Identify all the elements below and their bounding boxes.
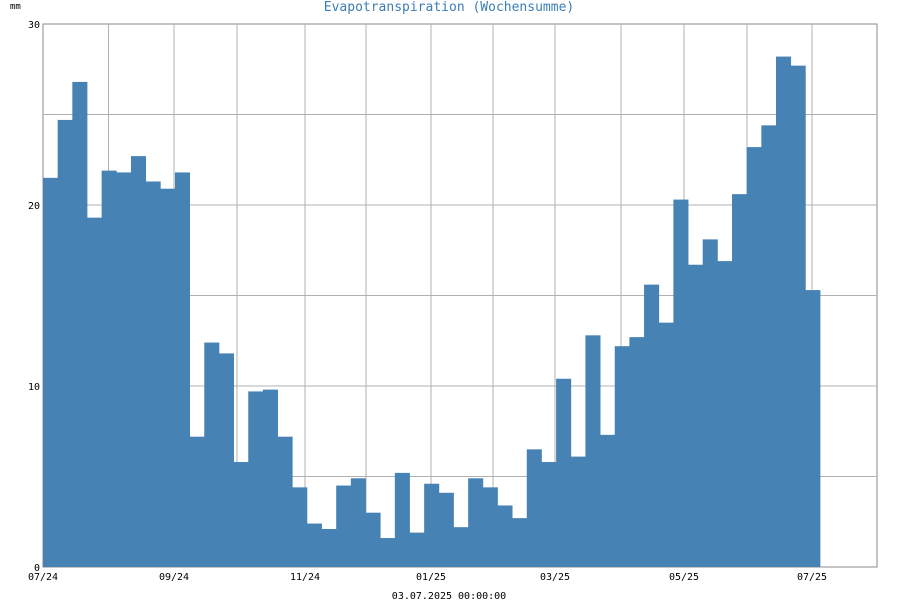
bar bbox=[644, 284, 660, 567]
bar bbox=[776, 56, 792, 567]
bar bbox=[321, 528, 337, 567]
y-tick-label: 30 bbox=[28, 20, 40, 31]
bar bbox=[629, 337, 645, 567]
y-tick-label: 10 bbox=[28, 382, 40, 393]
y-unit-label: mm bbox=[10, 2, 21, 12]
bar bbox=[717, 261, 733, 567]
bar bbox=[130, 156, 147, 567]
bar bbox=[658, 322, 674, 567]
bar bbox=[526, 449, 542, 567]
bar bbox=[453, 527, 469, 567]
bar bbox=[336, 485, 352, 567]
bar bbox=[248, 391, 264, 567]
bar bbox=[204, 342, 220, 567]
bar bbox=[101, 170, 117, 568]
bar bbox=[72, 81, 88, 568]
bar bbox=[512, 518, 528, 567]
bar bbox=[262, 389, 278, 567]
bar bbox=[394, 472, 410, 567]
bar bbox=[233, 462, 249, 567]
bar bbox=[189, 436, 205, 567]
bar bbox=[541, 462, 557, 567]
x-tick-label: 05/25 bbox=[669, 572, 699, 583]
bar bbox=[600, 434, 616, 567]
bar bbox=[424, 483, 440, 567]
timestamp: 03.07.2025 00:00:00 bbox=[392, 591, 506, 600]
bar bbox=[570, 456, 586, 567]
bar bbox=[306, 523, 322, 567]
bar bbox=[702, 239, 718, 567]
bar bbox=[673, 199, 689, 567]
bar bbox=[688, 264, 704, 567]
bar bbox=[556, 378, 572, 567]
bars bbox=[43, 56, 821, 568]
bar bbox=[350, 478, 366, 567]
bar bbox=[380, 538, 396, 567]
bar bbox=[409, 532, 425, 567]
bar bbox=[497, 505, 513, 567]
bar bbox=[174, 172, 190, 568]
bar bbox=[585, 335, 601, 567]
y-tick-label: 0 bbox=[34, 563, 40, 574]
x-tick-label: 09/24 bbox=[159, 572, 189, 583]
x-tick-label: 07/25 bbox=[797, 572, 827, 583]
x-tick-label: 07/24 bbox=[28, 572, 58, 583]
bar bbox=[468, 478, 484, 567]
y-tick-labels: 0 10 20 30 bbox=[28, 20, 40, 574]
chart-title: Evapotranspiration (Wochensumme) bbox=[324, 0, 574, 15]
bar bbox=[365, 512, 381, 567]
bar bbox=[614, 346, 630, 567]
bar bbox=[746, 147, 762, 567]
bar bbox=[805, 290, 821, 567]
bar bbox=[790, 65, 806, 567]
bar bbox=[43, 177, 59, 567]
bar bbox=[292, 487, 308, 567]
bar bbox=[86, 217, 103, 568]
x-tick-label: 03/25 bbox=[540, 572, 570, 583]
y-tick-label: 20 bbox=[28, 201, 40, 212]
bar bbox=[57, 119, 73, 568]
bar bbox=[145, 181, 161, 567]
x-tick-label: 01/25 bbox=[416, 572, 446, 583]
x-tick-label: 11/24 bbox=[290, 572, 320, 583]
bar bbox=[277, 436, 293, 567]
bar bbox=[482, 487, 498, 567]
x-tick-labels: 07/24 09/24 11/24 01/25 03/25 05/25 07/25 bbox=[28, 572, 827, 583]
bar bbox=[438, 492, 454, 567]
bar bbox=[116, 172, 132, 568]
bar bbox=[160, 188, 176, 567]
bar bbox=[732, 194, 748, 567]
bar bbox=[761, 125, 777, 568]
bar bbox=[218, 353, 234, 567]
